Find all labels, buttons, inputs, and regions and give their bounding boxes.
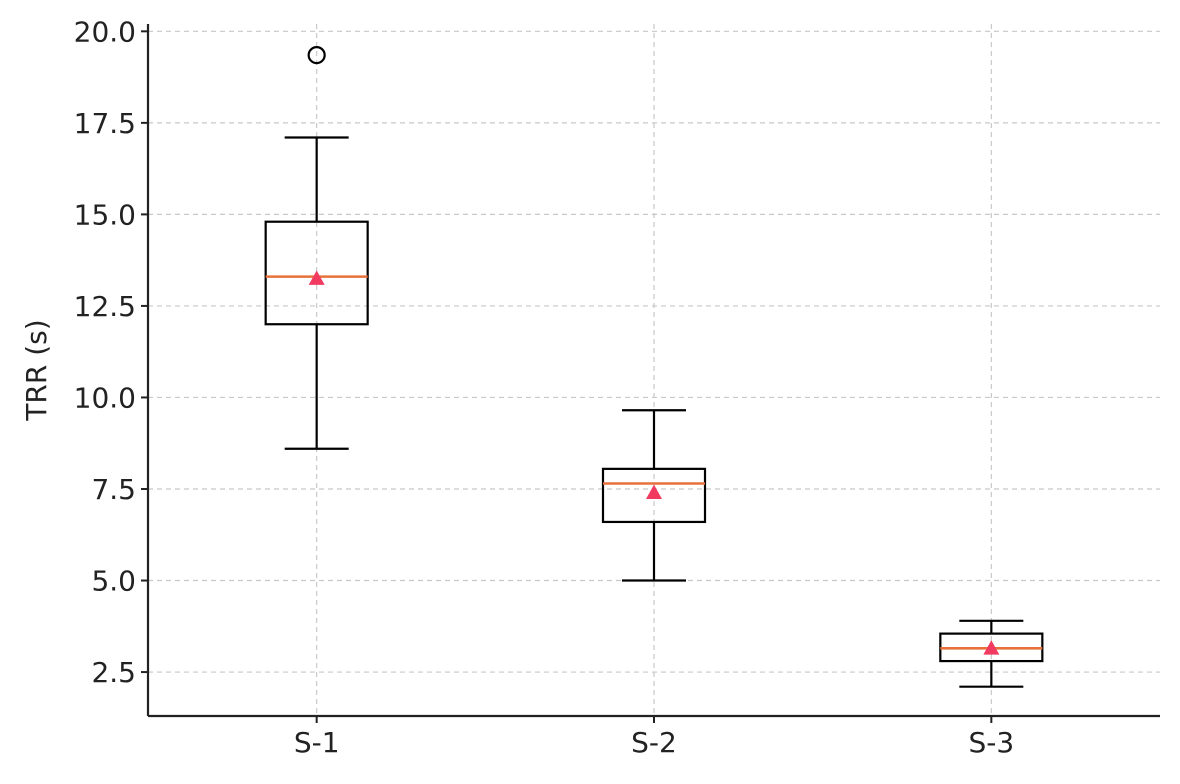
- box-iqr: [264, 220, 369, 326]
- x-tick-label: S-2: [631, 726, 677, 759]
- y-tick-label: 2.5: [91, 656, 136, 689]
- box-layer: [264, 46, 1044, 688]
- y-tick-label: 7.5: [91, 473, 136, 506]
- mean-marker: [646, 484, 662, 500]
- y-tick-label: 12.5: [74, 290, 136, 323]
- y-tick-label: 5.0: [91, 565, 136, 598]
- y-tick-label: 15.0: [74, 198, 136, 231]
- box-group-s-2: [601, 409, 707, 582]
- outlier-point: [307, 46, 326, 65]
- mean-marker: [308, 270, 325, 285]
- y-tick-label: 20.0: [74, 15, 136, 48]
- box-group-s-3: [939, 619, 1044, 688]
- grid-layer: [148, 24, 1160, 716]
- y-axis-title: TRR (s): [20, 319, 53, 421]
- y-tick-label: 10.0: [74, 381, 136, 414]
- box-group-s-1: [264, 46, 369, 450]
- x-tick-label: S-1: [294, 726, 340, 759]
- mean-marker: [983, 640, 1000, 655]
- tick-layer: 2.5 5.0 7.5 10.0 12.5 15.0 17.5 20.0 S-1 S-2 S-3: [74, 15, 1015, 759]
- box-iqr: [601, 467, 707, 524]
- x-tick-label: S-3: [968, 726, 1014, 759]
- y-tick-label: 17.5: [74, 107, 136, 140]
